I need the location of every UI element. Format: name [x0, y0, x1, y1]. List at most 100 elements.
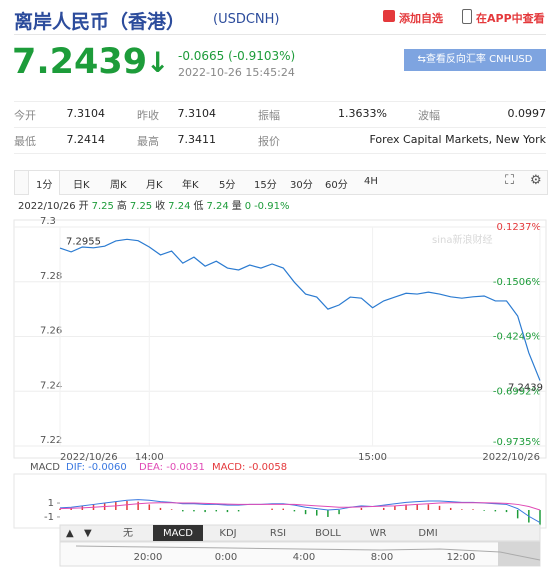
- code: (USDCNH): [213, 12, 280, 27]
- swap-icon: ⇆: [417, 54, 426, 65]
- price-line: [59, 238, 541, 381]
- info-line: 2022/10/26 开 7.25 高 7.25 收 7.24 低 7.24 量 0 -0.91%: [18, 197, 292, 212]
- period-tab[interactable]: 月K: [146, 180, 163, 191]
- stat-label: 振幅: [258, 109, 280, 122]
- info-value: 7.24: [168, 201, 191, 212]
- info-value: 0: [244, 201, 252, 212]
- x-tick-label: 14:00: [135, 452, 164, 463]
- divider: [14, 34, 546, 35]
- period-tab[interactable]: 1分: [36, 180, 53, 191]
- navigator-label: 20:00: [134, 552, 163, 563]
- down-arrow: ↓: [146, 46, 170, 79]
- y2-tick-label: -0.4249%: [493, 332, 541, 343]
- x-tick-label: 2022/10/26: [482, 452, 540, 463]
- navigator-label: 0:00: [215, 552, 237, 563]
- reverse-label: 查看反向汇率 CNHUSD: [425, 54, 533, 65]
- macd-border: [13, 473, 547, 529]
- info-label: 量: [231, 201, 242, 212]
- period-tab[interactable]: 4H: [364, 176, 378, 187]
- macd-line: [59, 502, 541, 511]
- macd-legend: DEA: -0.0031: [139, 462, 205, 473]
- indicator-selected: [153, 525, 203, 541]
- reverse-button[interactable]: ⇆查看反向汇率 CNHUSD: [404, 49, 546, 71]
- open-app[interactable]: 在APP中查看: [476, 12, 545, 25]
- y2-tick-label: -0.6992%: [493, 386, 541, 397]
- stat-value: 0.0997: [507, 107, 547, 120]
- price: 7.2439: [12, 42, 148, 82]
- indicator-tab[interactable]: RSI: [270, 528, 286, 539]
- add-watch[interactable]: 添加自选: [399, 12, 443, 25]
- y-tick-label: 7.24: [40, 380, 62, 391]
- stat-label: 最低: [14, 135, 36, 148]
- period-tab[interactable]: 年K: [182, 180, 199, 191]
- x-tick-label: 15:00: [358, 452, 387, 463]
- down-button: ▼: [84, 528, 92, 539]
- row-line: [14, 101, 546, 102]
- navigator-label: 12:00: [447, 552, 476, 563]
- y-tick-label: 7.3: [40, 216, 56, 227]
- navigator-label: 4:00: [293, 552, 315, 563]
- info-value: 7.25: [129, 201, 153, 212]
- watch-icon[interactable]: [383, 10, 395, 22]
- phone-icon[interactable]: [462, 9, 472, 24]
- indicator-tab[interactable]: KDJ: [219, 528, 236, 539]
- fullscreen-icon[interactable]: ⛶: [505, 173, 515, 188]
- macd-legend: DIF: -0.0060: [66, 462, 127, 473]
- info-date: 2022/10/26: [18, 201, 76, 212]
- y-tick-label: 7.28: [40, 271, 62, 282]
- stat-label: 波幅: [418, 109, 440, 122]
- stat-value: 1.3633%: [338, 107, 387, 120]
- indicator-tab[interactable]: DMI: [418, 528, 437, 539]
- row-line: [14, 153, 546, 154]
- y2-tick-label: -0.9735%: [493, 437, 541, 448]
- value-label: 7.2439: [508, 383, 543, 394]
- info-value: 7.24: [206, 201, 229, 212]
- info-label: 开: [78, 201, 89, 212]
- y2-tick-label: 0.1237%: [497, 222, 542, 233]
- stat-value: Forex Capital Markets, New York: [369, 133, 547, 146]
- settings-icon[interactable]: ⚙: [530, 173, 542, 188]
- tab-selected-bg: [28, 170, 60, 195]
- stat-label: 最高: [137, 135, 159, 148]
- indicator-tab[interactable]: MACD: [163, 528, 193, 539]
- info-label: 收: [155, 201, 166, 212]
- period-tab[interactable]: 日K: [73, 180, 90, 191]
- macd-legend: MACD: [30, 462, 60, 473]
- info-change: -0.91%: [254, 201, 290, 212]
- indicator-tab[interactable]: BOLL: [315, 528, 341, 539]
- macd-tick-label: -1: [44, 512, 54, 523]
- stat-value: 7.3104: [66, 107, 106, 120]
- macd-legend: MACD: -0.0058: [212, 462, 287, 473]
- change: -0.0665 (-0.9103%): [178, 49, 296, 63]
- stat-value: 7.3104: [177, 107, 217, 120]
- stat-value: 7.2414: [66, 133, 106, 146]
- stat-label: 报价: [258, 135, 280, 148]
- y-tick-label: 7.26: [40, 326, 62, 337]
- info-label: 高: [116, 201, 127, 212]
- period-tab[interactable]: 5分: [219, 180, 236, 191]
- watermark: sina新浪财经: [432, 233, 492, 246]
- indicator-tab[interactable]: 无: [123, 528, 133, 539]
- y2-tick-label: -0.1506%: [493, 277, 541, 288]
- indicator-tab[interactable]: WR: [370, 528, 387, 539]
- period-tab[interactable]: 15分: [254, 180, 277, 191]
- value-label: 7.2955: [66, 236, 101, 247]
- navigator-trace: [75, 545, 541, 561]
- x-tick-label: 2022/10/26: [60, 452, 118, 463]
- navigator-label: 8:00: [371, 552, 393, 563]
- macd-tick-label: 1: [48, 498, 54, 509]
- period-tab[interactable]: 30分: [290, 180, 313, 191]
- stat-label: 今开: [14, 109, 36, 122]
- period-tab[interactable]: 60分: [325, 180, 348, 191]
- tab-bar: [14, 170, 548, 195]
- navigator-window[interactable]: [498, 542, 540, 566]
- plot-border: [13, 219, 547, 459]
- up-button: ▲: [66, 528, 74, 539]
- time: 2022-10-26 15:45:24: [178, 66, 295, 79]
- title: 离岸人民币（香港）: [14, 11, 186, 33]
- period-tab[interactable]: 周K: [110, 180, 127, 191]
- row-line: [14, 127, 546, 128]
- info-label: 低: [193, 201, 204, 212]
